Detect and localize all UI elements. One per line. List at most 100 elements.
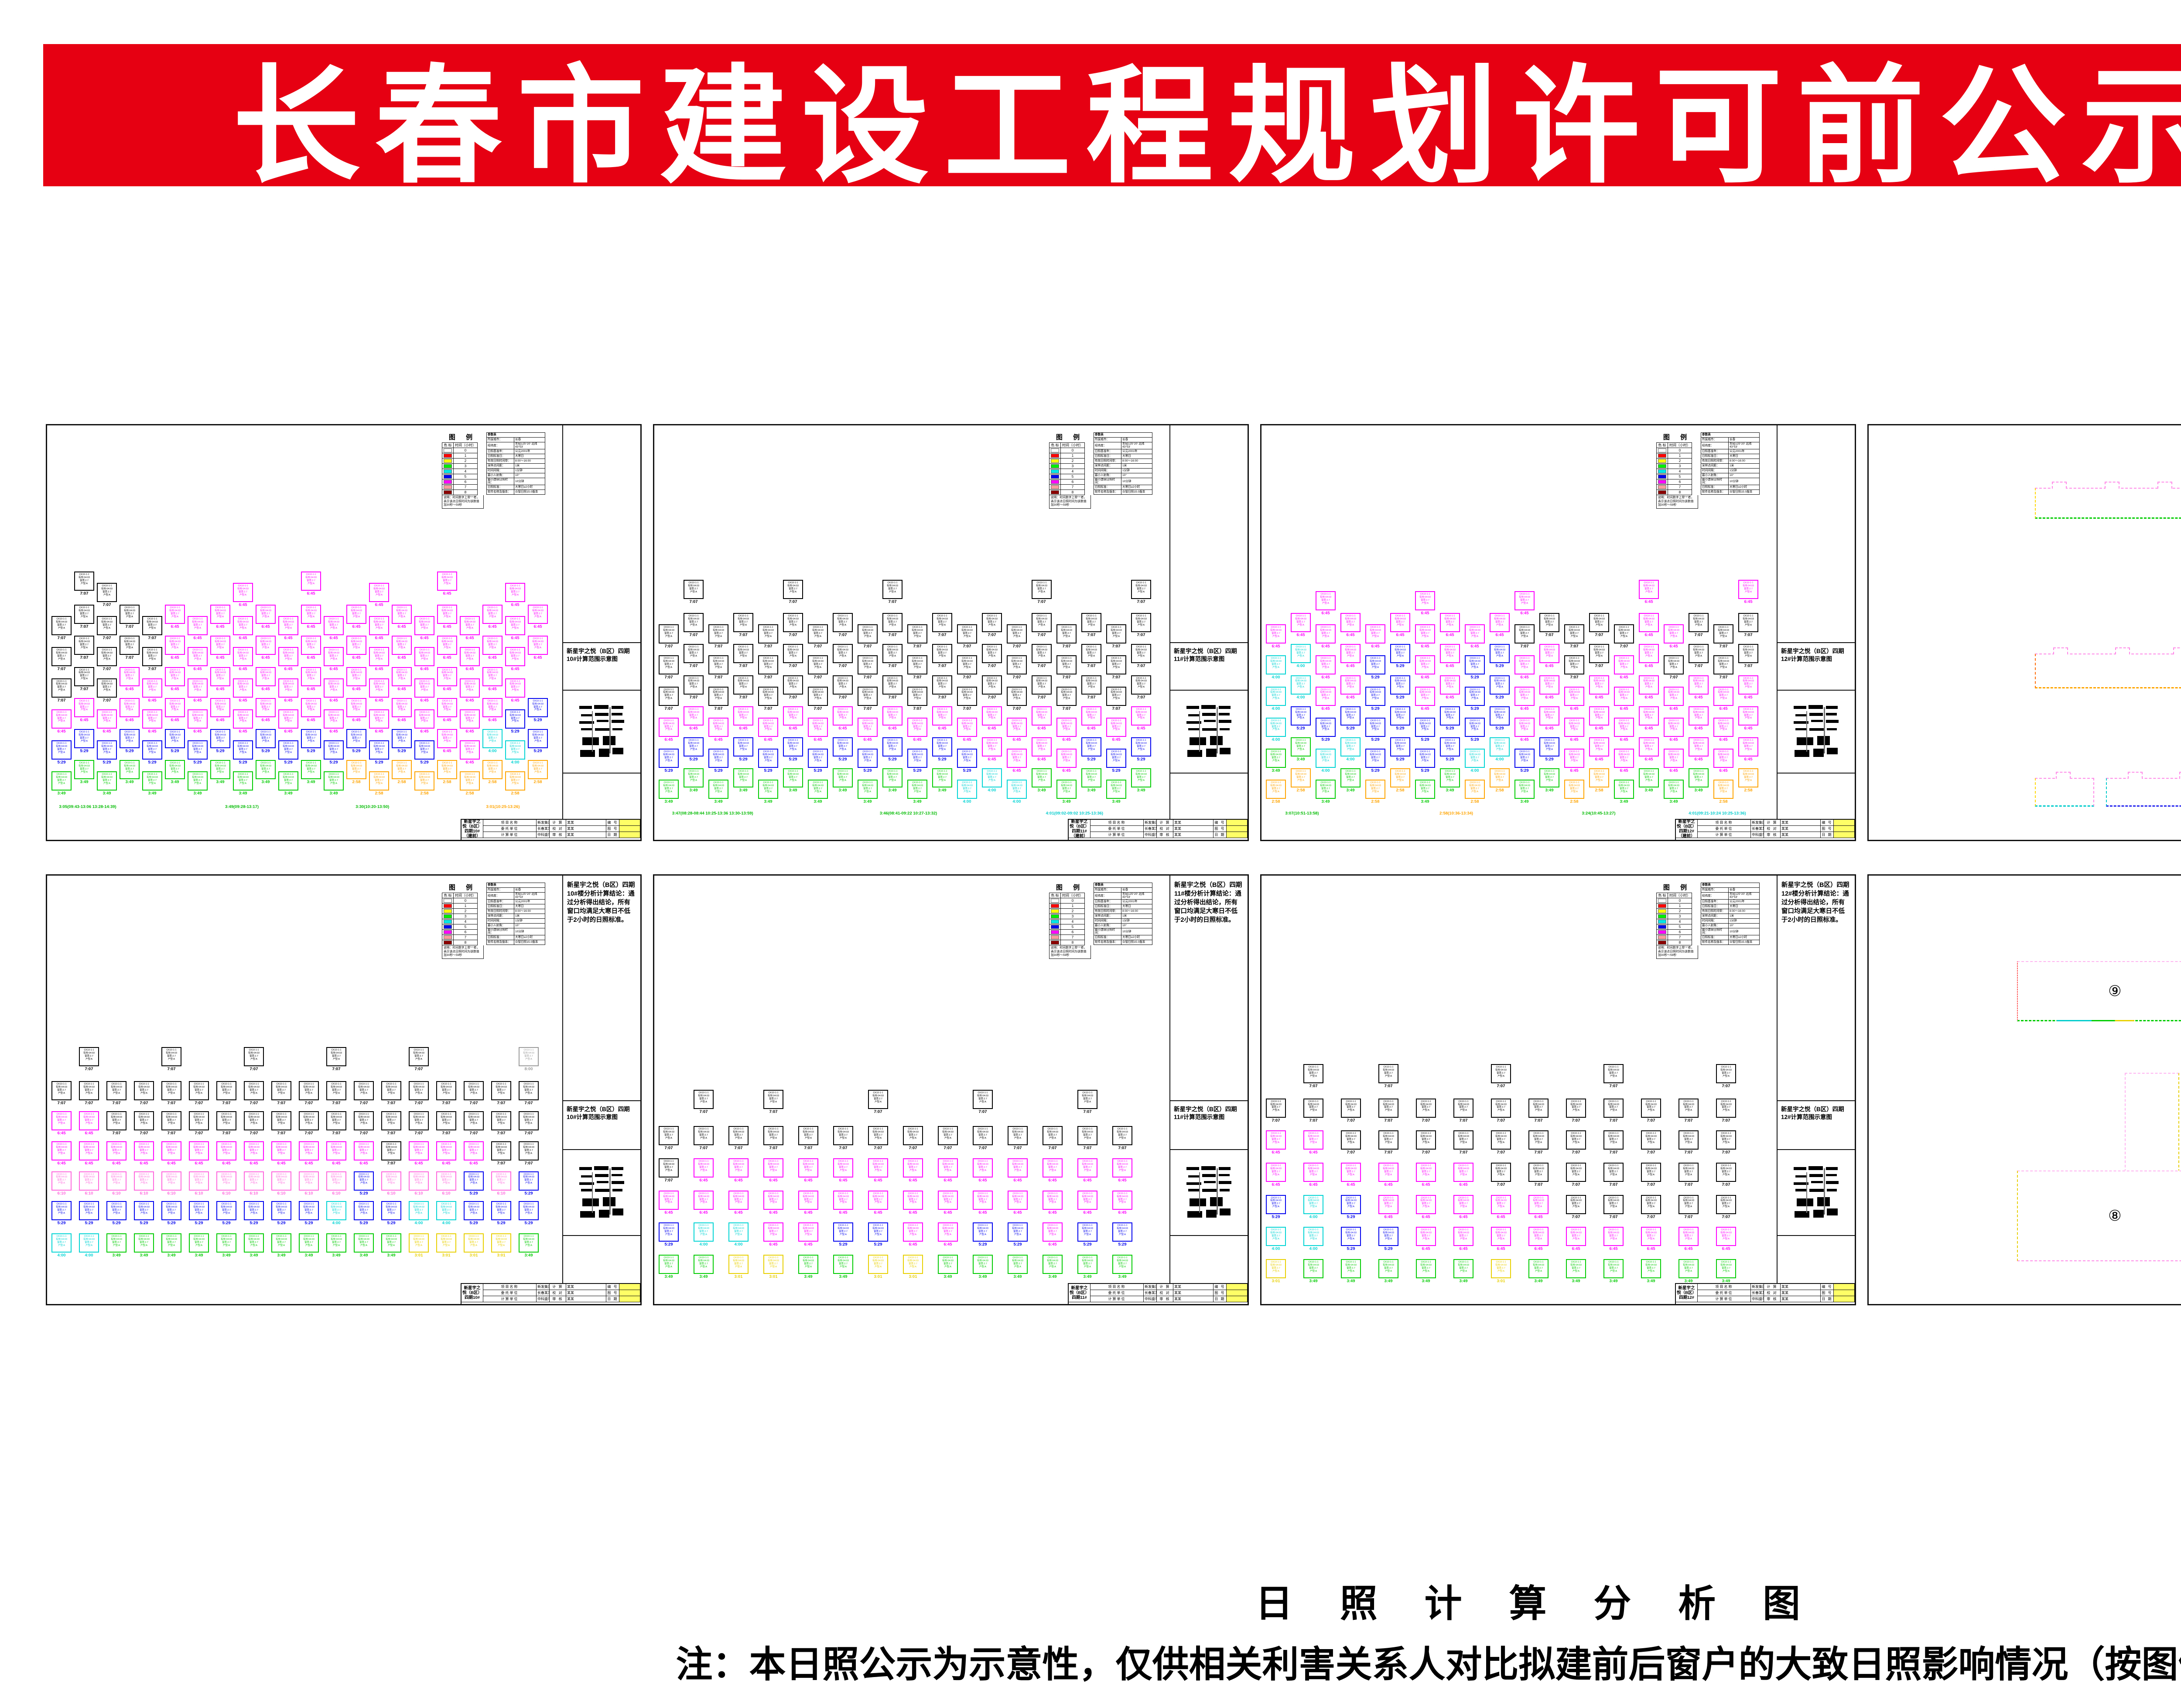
window-symbol-text: CK10-1-1: [887, 770, 898, 773]
window-symbol-text: 窗宽:2.7: [739, 620, 748, 623]
window-symbol-text: CK10-1-1: [1136, 646, 1146, 649]
window-symbol-text: 户型:A: [113, 1182, 120, 1185]
building-outline: [2034, 771, 2094, 807]
window-symbol-text: 户型:A: [168, 1092, 175, 1095]
window-symbol-text: 户型:A: [1497, 1109, 1504, 1112]
site-plan-block: [1809, 728, 1824, 731]
window-symbol-text: 窗宽:2.7: [329, 623, 338, 626]
sidebar-conclusion: [563, 425, 640, 642]
window-symbol-text: 窗宽:2.7: [511, 655, 520, 658]
legend-row: 7: [442, 934, 478, 940]
window-symbol-text: 窗宽:2.7: [442, 1209, 451, 1212]
window-symbol: CK10-1-1 有效:04:03 窗宽:2.7 户型:A: [1008, 1190, 1028, 1210]
window-symbol-text: 有效:04:03: [1743, 649, 1754, 652]
window-symbol-text: 户型:A: [489, 646, 496, 649]
window-symbol-text: 窗宽:2.7: [1309, 1071, 1318, 1075]
window-symbol-text: 户型:A: [194, 751, 201, 754]
window-symbol-text: CK10-1-1: [1420, 657, 1430, 660]
window-symbol-text: 户型:A: [1422, 697, 1429, 700]
window-symbol-text: CK10-1-1: [838, 1256, 848, 1260]
window-time-label: 3:49: [250, 1253, 258, 1258]
window-symbol-text: 窗宽:2.7: [511, 748, 520, 751]
window-symbol-text: 户型:A: [1471, 635, 1478, 638]
parameter-table: 参数表 所属城市： 长春 经纬度： 东经125°20′ 北纬43°53′ 日照基准年： 公元…: [1094, 883, 1152, 945]
window-symbol-text: 窗宽:2.7: [414, 1209, 423, 1212]
window-symbol-text: 户型:A: [285, 626, 292, 630]
window-time-label: 7:07: [664, 675, 673, 680]
legend-row: 5: [1656, 924, 1692, 930]
window-symbol-text: CK10-1-1: [56, 618, 67, 620]
window-symbol-text: CK10-1-1: [1718, 719, 1729, 722]
window-time-label: 6:45: [714, 737, 723, 742]
window-symbol-text: 窗宽:2.7: [664, 632, 673, 635]
window-symbol-text: 户型:A: [840, 1265, 847, 1268]
window-symbol-text: 户型:A: [1397, 748, 1404, 751]
window-symbol-text: 窗宽:2.7: [699, 1134, 708, 1137]
window-time-label: 5:29: [57, 760, 66, 765]
window-symbol-text: CK10-1-1: [838, 739, 848, 742]
window-symbol-text: 窗宽:2.7: [1719, 694, 1728, 697]
window-symbol-text: CK10-1-1: [838, 1192, 848, 1195]
window-symbol-text: 有效:04:03: [762, 691, 774, 694]
window-symbol-text: 户型:A: [889, 779, 896, 782]
window-symbol-text: CK10-1-1: [713, 657, 724, 660]
window-symbol: CK10-1-1 有效:04:03 窗宽:2.7 户型:A: [519, 1171, 539, 1191]
window-time-label: 6:45: [1595, 757, 1603, 762]
window-symbol: CK10-1-1 有效:04:03 窗宽:2.7 户型:A: [1689, 644, 1709, 664]
window-symbol: CK10-1-1 有效:04:03 窗宽:2.7 户型:A: [1490, 613, 1510, 632]
sidebar-conclusion: [1170, 425, 1248, 642]
window-symbol-text: CK10-1-1: [468, 1235, 479, 1238]
window-symbol-text: 窗宽:2.7: [148, 748, 157, 751]
window-symbol-text: 户型:A: [700, 1169, 707, 1172]
window-symbol-text: 有效:04:03: [351, 609, 362, 612]
window-symbol-text: CK10-1-1: [1082, 1128, 1093, 1131]
site-plan-block: [1188, 728, 1200, 730]
window-symbol-text: 户型:A: [415, 1152, 422, 1155]
window-symbol: CK10-1-1 有效:04:03 窗宽:2.7 户型:A: [271, 1111, 291, 1131]
window-symbol-text: 窗宽:2.7: [1644, 683, 1653, 686]
titleblock-role: 审 核: [1157, 832, 1173, 838]
window-symbol-text: CK10-1-1: [374, 649, 384, 652]
window-symbol-text: CK10-1-1: [803, 1128, 814, 1131]
window-time-label: 6:45: [239, 667, 247, 672]
legend-swatch-cell: [1049, 479, 1061, 485]
window-symbol: CK10-1-1 有效:04:03 窗宽:2.7 户型:A: [1291, 644, 1311, 664]
legend-swatch: [1051, 480, 1059, 484]
window-symbol-text: 有效:04:03: [1569, 722, 1580, 725]
window-symbol-text: 窗宽:2.7: [304, 1209, 313, 1212]
window-symbol-text: 窗宽:2.7: [304, 1241, 313, 1244]
window-symbol: CK10-1-1 有效:04:03 窗宽:2.7 户型:A: [907, 717, 927, 737]
window-symbol-text: 户型:A: [964, 635, 971, 638]
window-symbol-text: 户型:A: [864, 728, 871, 731]
window-time-label: 5:29: [1118, 1242, 1127, 1247]
window-symbol-text: CK10-1-1: [978, 1128, 988, 1131]
site-plan-block: [1189, 1198, 1206, 1207]
window-time-label: 7:07: [1545, 633, 1554, 637]
window-symbol: CK10-1-1 有效:04:03 窗宽:2.7 户型:A: [519, 1081, 539, 1101]
window-symbol-text: CK10-1-1: [359, 1083, 369, 1086]
window-time-label: 4:00: [442, 1221, 451, 1226]
window-time-label: 4:00: [1272, 737, 1280, 742]
window-symbol: CK10-1-1 有效:04:03 窗宽:2.7 户型:A: [51, 1201, 72, 1221]
window-symbol-text: 有效:04:03: [305, 576, 317, 579]
window-symbol: CK10-1-1 有效:04:03 窗宽:2.7 户型:A: [1539, 644, 1559, 664]
window-symbol: CK10-1-1 有效:04:03 窗宽:2.7 户型:A: [437, 760, 457, 780]
sheet-sidebar: 新星宇之悦（B区）四期12#楼分析计算结论：通过分析得出结论，所有窗口均满足大寒…: [1777, 876, 1855, 1284]
window-symbol-text: 户型:A: [665, 728, 672, 731]
legend-swatch: [1051, 464, 1059, 468]
window-time-label: 7:07: [1062, 675, 1071, 680]
window-symbol-text: 有效:04:03: [812, 660, 824, 663]
window-symbol-text: 窗宽:2.7: [1495, 683, 1504, 686]
window-symbol-text: 有效:04:03: [248, 1206, 260, 1209]
window-symbol-text: 窗宽:2.7: [488, 705, 497, 709]
window-time-label: 3:01: [469, 1253, 478, 1258]
window-symbol-text: 有效:04:03: [688, 711, 699, 714]
window-symbol: CK10-1-1 有效:04:03 窗宽:2.7 户型:A: [369, 740, 389, 760]
titleblock-name: 某某: [566, 1296, 606, 1302]
window-symbol: CK10-1-1 有效:04:03 窗宽:2.7 户型:A: [409, 1233, 429, 1253]
legend-swatch-cell: [1049, 924, 1061, 930]
param-title-row: 参数表: [1094, 883, 1152, 888]
window-symbol-text: 窗宽:2.7: [524, 1149, 533, 1152]
window-symbol-text: 户型:A: [415, 1182, 422, 1185]
window-time-label: 7:07: [1647, 1118, 1655, 1123]
